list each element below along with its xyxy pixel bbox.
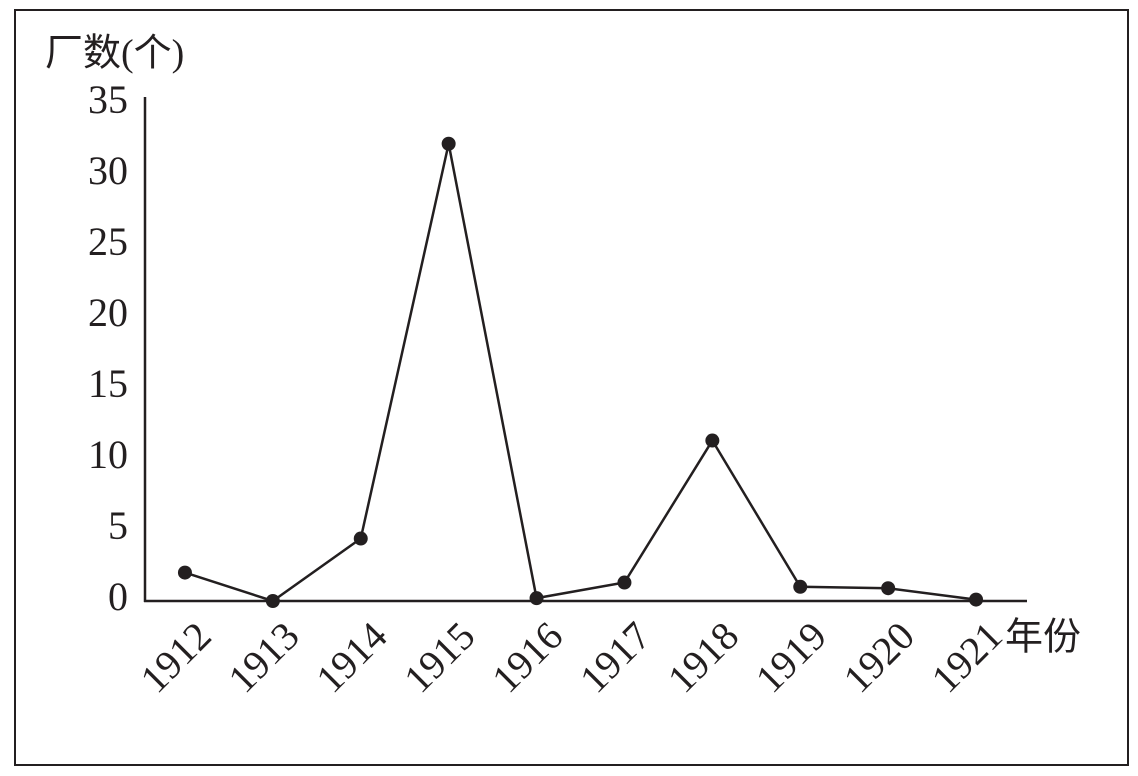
x-tick-label: 1917 bbox=[571, 613, 659, 701]
y-tick-label: 25 bbox=[88, 219, 128, 264]
line bbox=[184, 143, 977, 603]
y-tick-label: 20 bbox=[88, 290, 128, 335]
marker bbox=[177, 565, 192, 580]
x-tick-label: 1913 bbox=[219, 613, 307, 701]
x-axis-title: 年份 bbox=[1005, 617, 1081, 659]
y-tick-label: 0 bbox=[108, 574, 128, 619]
y-tick-label: 30 bbox=[88, 148, 128, 193]
frame bbox=[14, 9, 1129, 766]
y-tick-label: 10 bbox=[88, 432, 128, 477]
marker bbox=[793, 579, 808, 594]
y-tick-label: 35 bbox=[88, 77, 128, 122]
marker bbox=[705, 433, 720, 448]
x-tick-label: 1921 bbox=[923, 613, 1011, 701]
y-tick-label: 15 bbox=[88, 361, 128, 406]
marker bbox=[617, 575, 632, 590]
x-tick-label: 1916 bbox=[483, 613, 571, 701]
x-tick-label: 1920 bbox=[835, 613, 923, 701]
x-tick-label: 1918 bbox=[659, 613, 747, 701]
marker bbox=[353, 531, 368, 546]
x-tick-label: 1915 bbox=[395, 613, 483, 701]
marker bbox=[265, 594, 280, 608]
y-tick-label: 5 bbox=[108, 503, 128, 548]
marker bbox=[881, 581, 896, 596]
marker bbox=[441, 136, 456, 151]
marker bbox=[529, 591, 544, 606]
x-tick-label: 1914 bbox=[307, 613, 395, 701]
x-tick-label: 1919 bbox=[747, 613, 835, 701]
marker bbox=[969, 592, 984, 607]
x-tick-label: 1912 bbox=[131, 613, 219, 701]
y-axis-title: 厂数(个) bbox=[45, 33, 184, 75]
